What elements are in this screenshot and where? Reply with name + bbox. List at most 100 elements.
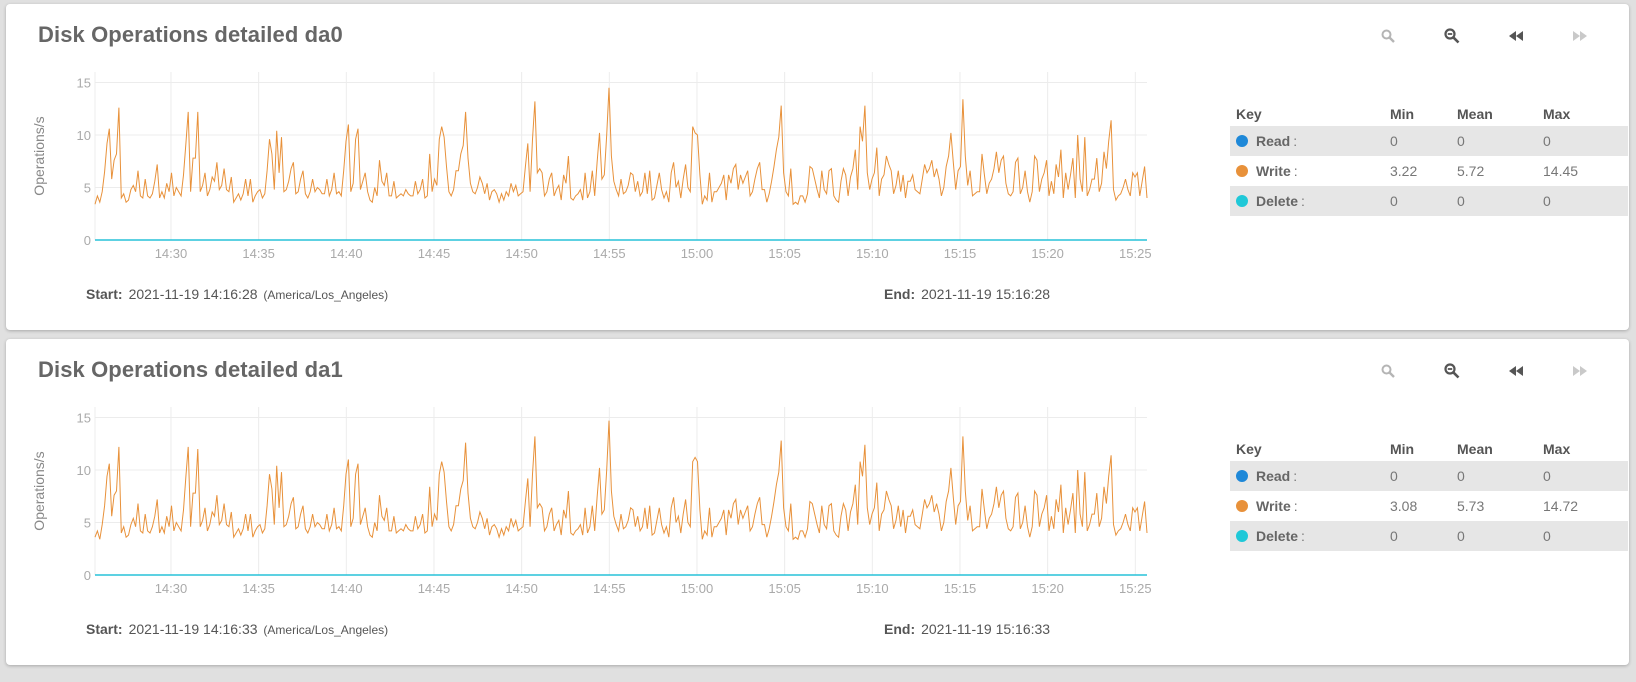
legend-row-delete[interactable]: Delete:0 0 0: [1230, 186, 1628, 216]
zoom-in-icon: [1381, 364, 1395, 378]
series-min: 3.22: [1390, 163, 1418, 179]
x-tick-label: 14:30: [155, 246, 188, 261]
legend-header-min: Min: [1390, 106, 1415, 122]
fast-forward-icon: [1573, 31, 1587, 41]
legend-row-write[interactable]: Write:3.08 5.73 14.72: [1230, 491, 1628, 521]
zoom-out-icon: [1444, 363, 1460, 379]
series-name: Read: [1256, 468, 1291, 484]
series-name: Delete: [1256, 193, 1299, 209]
range-start: Start: 2021-11-19 14:16:28 (America/Los_A…: [86, 286, 388, 302]
legend-header-max: Max: [1543, 106, 1571, 122]
x-tick-label: 15:05: [768, 246, 801, 261]
zoom-in-icon: [1381, 29, 1395, 43]
y-tick-label: 10: [77, 463, 91, 478]
series-mean: 5.72: [1457, 163, 1485, 179]
legend-header: Key Min Mean Max: [1230, 435, 1628, 461]
x-tick-label: 14:35: [242, 581, 275, 596]
series-name: Write: [1256, 498, 1291, 514]
y-tick-label: 5: [84, 181, 91, 196]
series-max: 0: [1543, 193, 1551, 209]
start-value: 2021-11-19 14:16:28: [128, 286, 258, 302]
rewind-icon: [1509, 31, 1523, 41]
legend-header-key: Key: [1236, 441, 1262, 457]
series-mean: 0: [1457, 193, 1465, 209]
fast-forward-icon: [1573, 366, 1587, 376]
x-tick-label: 14:55: [593, 581, 626, 596]
zoom-in-button[interactable]: [1356, 26, 1420, 46]
end-label: End:: [884, 621, 916, 637]
series-name: Read: [1256, 133, 1291, 149]
y-tick-label: 5: [84, 516, 91, 531]
series-min: 3.08: [1390, 498, 1418, 514]
range-start: Start: 2021-11-19 14:16:33 (America/Los_A…: [86, 621, 388, 637]
y-tick-label: 15: [77, 411, 91, 426]
x-tick-label: 15:20: [1031, 246, 1064, 261]
legend-row-read[interactable]: Read:0 0 0: [1230, 461, 1628, 491]
y-tick-label: 0: [84, 233, 91, 248]
range-end: End: 2021-11-19 15:16:28: [884, 286, 1050, 302]
series-name: Delete: [1256, 528, 1299, 544]
x-tick-label: 15:00: [681, 581, 714, 596]
rewind-button[interactable]: [1484, 361, 1548, 381]
zoom-out-icon: [1444, 28, 1460, 44]
zoom-in-button[interactable]: [1356, 361, 1420, 381]
legend-header: Key Min Mean Max: [1230, 100, 1628, 126]
series-min: 0: [1390, 133, 1398, 149]
x-tick-label: 15:15: [944, 246, 977, 261]
series-max: 0: [1543, 133, 1551, 149]
legend-header-mean: Mean: [1457, 441, 1493, 457]
chart-title: Disk Operations detailed da0: [38, 22, 343, 47]
rewind-button[interactable]: [1484, 26, 1548, 46]
x-tick-label: 15:10: [856, 246, 889, 261]
series-mean: 0: [1457, 133, 1465, 149]
series-name: Write: [1256, 163, 1291, 179]
legend-header-mean: Mean: [1457, 106, 1493, 122]
y-axis-label: Operations/s: [31, 116, 47, 195]
x-tick-label: 15:25: [1119, 581, 1152, 596]
x-tick-label: 14:40: [330, 581, 363, 596]
series-min: 0: [1390, 193, 1398, 209]
series-color-dot: [1236, 195, 1248, 207]
series-max: 0: [1543, 528, 1551, 544]
series-min: 0: [1390, 528, 1398, 544]
timezone: (America/Los_Angeles): [263, 623, 389, 637]
timezone: (America/Los_Angeles): [263, 288, 389, 302]
y-tick-label: 10: [77, 128, 91, 143]
x-tick-label: 15:00: [681, 246, 714, 261]
series-min: 0: [1390, 468, 1398, 484]
legend-row-delete[interactable]: Delete:0 0 0: [1230, 521, 1628, 551]
line-chart[interactable]: 0 5 10 15 14:30 14:35 14:40 14:45 14:50 14:55 15:0…: [6, 64, 1206, 274]
x-tick-label: 14:45: [418, 246, 451, 261]
legend-header-min: Min: [1390, 441, 1415, 457]
chart-card-1: Disk Operations detailed da1 0 5 10 15 14:30 1…: [6, 339, 1629, 665]
rewind-icon: [1509, 366, 1523, 376]
zoom-out-button[interactable]: [1420, 361, 1484, 381]
series-color-dot: [1236, 135, 1248, 147]
x-tick-label: 14:55: [593, 246, 626, 261]
legend-row-write[interactable]: Write:3.22 5.72 14.45: [1230, 156, 1628, 186]
y-tick-label: 15: [77, 76, 91, 91]
y-axis-label: Operations/s: [31, 451, 47, 530]
series-color-dot: [1236, 530, 1248, 542]
legend-header-max: Max: [1543, 441, 1571, 457]
legend-table: Key Min Mean Max Read:0 0 0 Write:3.08 5.73 14.72…: [1230, 435, 1628, 551]
line-chart[interactable]: 0 5 10 15 14:30 14:35 14:40 14:45 14:50 14:55 15:0…: [6, 399, 1206, 609]
series-mean: 0: [1457, 468, 1465, 484]
end-label: End:: [884, 286, 916, 302]
x-tick-label: 15:10: [856, 581, 889, 596]
range-end: End: 2021-11-19 15:16:33: [884, 621, 1050, 637]
series-max: 14.72: [1543, 498, 1579, 514]
legend-header-key: Key: [1236, 106, 1262, 122]
start-label: Start:: [86, 621, 123, 637]
zoom-out-button[interactable]: [1420, 26, 1484, 46]
series-color-dot: [1236, 470, 1248, 482]
start-label: Start:: [86, 286, 123, 302]
fast-forward-button[interactable]: [1548, 26, 1612, 46]
x-tick-label: 14:45: [418, 581, 451, 596]
x-tick-label: 14:40: [330, 246, 363, 261]
series-line-write: [94, 420, 1148, 541]
series-mean: 0: [1457, 528, 1465, 544]
x-tick-label: 15:15: [944, 581, 977, 596]
fast-forward-button[interactable]: [1548, 361, 1612, 381]
legend-row-read[interactable]: Read:0 0 0: [1230, 126, 1628, 156]
